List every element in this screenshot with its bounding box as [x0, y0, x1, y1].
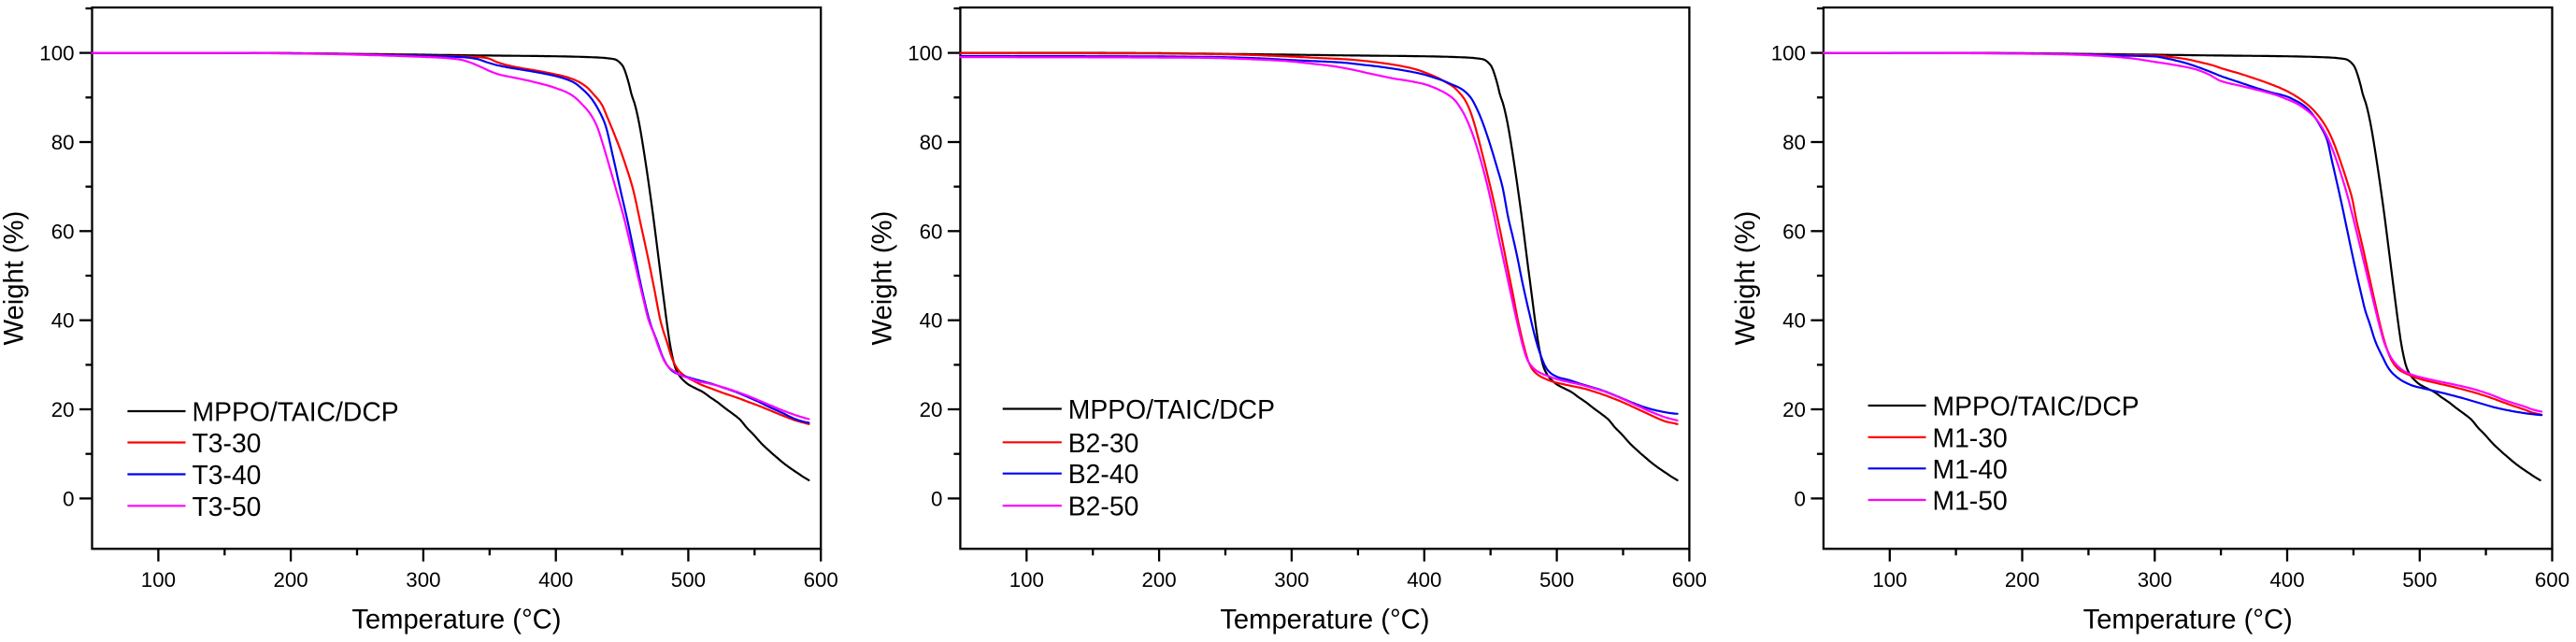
svg-text:60: 60 [920, 220, 943, 243]
svg-text:Weight (%): Weight (%) [867, 211, 897, 346]
svg-text:400: 400 [2269, 568, 2304, 592]
svg-text:300: 300 [1274, 568, 1309, 592]
svg-text:40: 40 [1782, 309, 1806, 333]
svg-text:100: 100 [1009, 568, 1044, 592]
svg-text:B2-40: B2-40 [1068, 459, 1139, 489]
svg-text:100: 100 [39, 42, 74, 65]
svg-text:100: 100 [908, 42, 942, 65]
svg-text:0: 0 [931, 487, 942, 510]
svg-text:M1-40: M1-40 [1933, 454, 2008, 484]
svg-text:60: 60 [1782, 220, 1806, 243]
svg-text:0: 0 [1794, 487, 1805, 510]
svg-text:M1-30: M1-30 [1933, 422, 2008, 452]
svg-text:40: 40 [51, 309, 75, 333]
svg-text:500: 500 [2402, 568, 2437, 592]
svg-text:200: 200 [273, 568, 308, 592]
svg-text:40: 40 [920, 309, 943, 333]
svg-text:20: 20 [1782, 398, 1806, 421]
svg-text:80: 80 [51, 131, 75, 154]
svg-text:MPPO/TAIC/DCP: MPPO/TAIC/DCP [193, 397, 399, 427]
svg-text:0: 0 [63, 487, 74, 510]
svg-text:80: 80 [920, 131, 943, 154]
svg-text:B2-30: B2-30 [1068, 428, 1139, 458]
svg-text:100: 100 [1872, 568, 1907, 592]
svg-text:T3-50: T3-50 [193, 492, 262, 521]
svg-text:MPPO/TAIC/DCP: MPPO/TAIC/DCP [1933, 392, 2140, 421]
svg-text:B2-50: B2-50 [1068, 492, 1139, 521]
svg-text:100: 100 [141, 568, 176, 592]
svg-text:Temperature (°C): Temperature (°C) [1220, 606, 1429, 635]
svg-text:600: 600 [1672, 568, 1707, 592]
svg-text:Weight (%): Weight (%) [0, 211, 30, 346]
svg-text:80: 80 [1782, 131, 1806, 154]
svg-text:500: 500 [671, 568, 706, 592]
svg-text:60: 60 [51, 220, 75, 243]
svg-text:20: 20 [920, 398, 943, 421]
svg-text:200: 200 [1141, 568, 1176, 592]
svg-text:M1-50: M1-50 [1933, 486, 2008, 516]
svg-text:200: 200 [2005, 568, 2039, 592]
svg-text:MPPO/TAIC/DCP: MPPO/TAIC/DCP [1068, 394, 1275, 424]
svg-text:100: 100 [1771, 42, 1806, 65]
svg-text:400: 400 [538, 568, 573, 592]
svg-text:T3-40: T3-40 [193, 460, 262, 490]
svg-text:20: 20 [51, 398, 75, 421]
svg-text:T3-30: T3-30 [193, 428, 262, 458]
svg-text:Temperature (°C): Temperature (°C) [351, 606, 561, 635]
svg-text:500: 500 [1539, 568, 1574, 592]
svg-text:600: 600 [804, 568, 838, 592]
svg-text:Temperature (°C): Temperature (°C) [2083, 606, 2293, 635]
svg-text:600: 600 [2535, 568, 2569, 592]
svg-text:400: 400 [1407, 568, 1441, 592]
svg-text:300: 300 [2138, 568, 2172, 592]
svg-text:Weight (%): Weight (%) [1731, 211, 1761, 346]
svg-text:300: 300 [406, 568, 440, 592]
